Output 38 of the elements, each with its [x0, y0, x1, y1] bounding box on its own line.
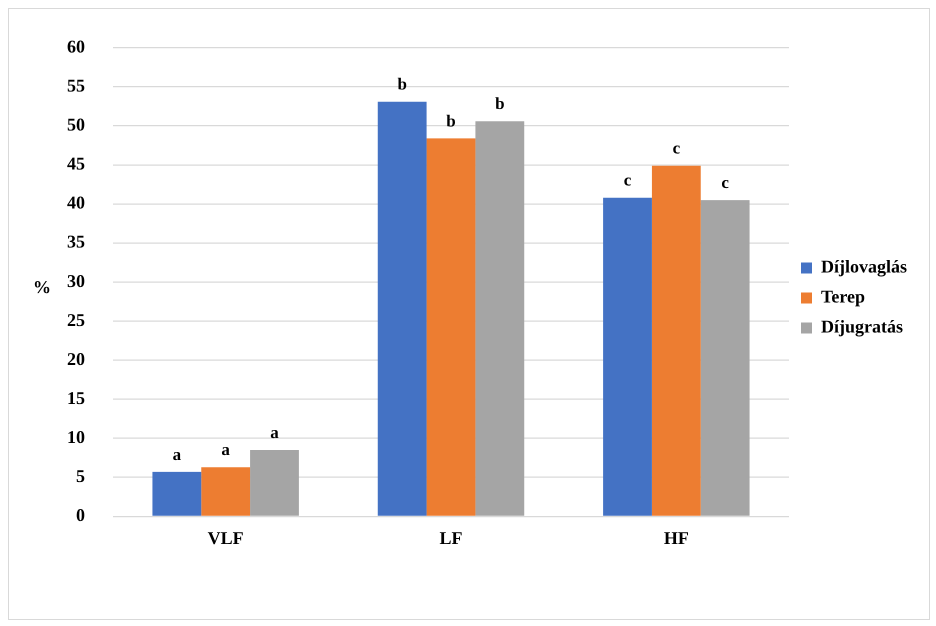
y-axis-title: %	[33, 276, 51, 297]
data-label: a	[221, 440, 230, 460]
bar	[603, 198, 652, 516]
data-label: b	[397, 74, 407, 94]
bar	[475, 121, 524, 516]
data-label: b	[495, 94, 505, 114]
bar	[201, 467, 250, 516]
y-tick-label: 60	[67, 36, 85, 56]
bar	[700, 200, 750, 516]
legend-label: Terep	[821, 286, 866, 307]
y-tick-label: 30	[67, 270, 85, 291]
bar	[152, 472, 202, 516]
y-tick-label: 5	[76, 466, 85, 486]
y-tick-label: 0	[76, 505, 85, 526]
data-label: c	[721, 172, 730, 192]
y-tick-label: 20	[67, 348, 85, 369]
y-tick-label: 15	[67, 388, 85, 408]
x-tick-label: VLF	[208, 528, 244, 548]
legend-label: Díjlovaglás	[821, 256, 908, 277]
x-tick-label: LF	[439, 528, 463, 548]
bar	[250, 450, 299, 516]
legend-label: Díjugratás	[821, 316, 903, 337]
y-tick-label: 10	[67, 426, 85, 447]
y-tick-label: 50	[67, 114, 85, 135]
y-tick-label: 25	[67, 310, 85, 330]
y-tick-label: 55	[67, 76, 85, 96]
y-tick-label: 45	[67, 154, 85, 174]
data-label: b	[446, 111, 456, 130]
bar	[378, 102, 427, 516]
x-tick-label: HF	[664, 528, 689, 548]
bar	[652, 166, 701, 516]
y-tick-label: 35	[67, 232, 85, 252]
data-label: c	[624, 170, 632, 190]
data-label: a	[270, 422, 280, 442]
bar	[426, 138, 476, 516]
data-label: a	[172, 444, 182, 464]
data-label: c	[672, 138, 681, 158]
y-tick-label: 40	[67, 192, 85, 213]
